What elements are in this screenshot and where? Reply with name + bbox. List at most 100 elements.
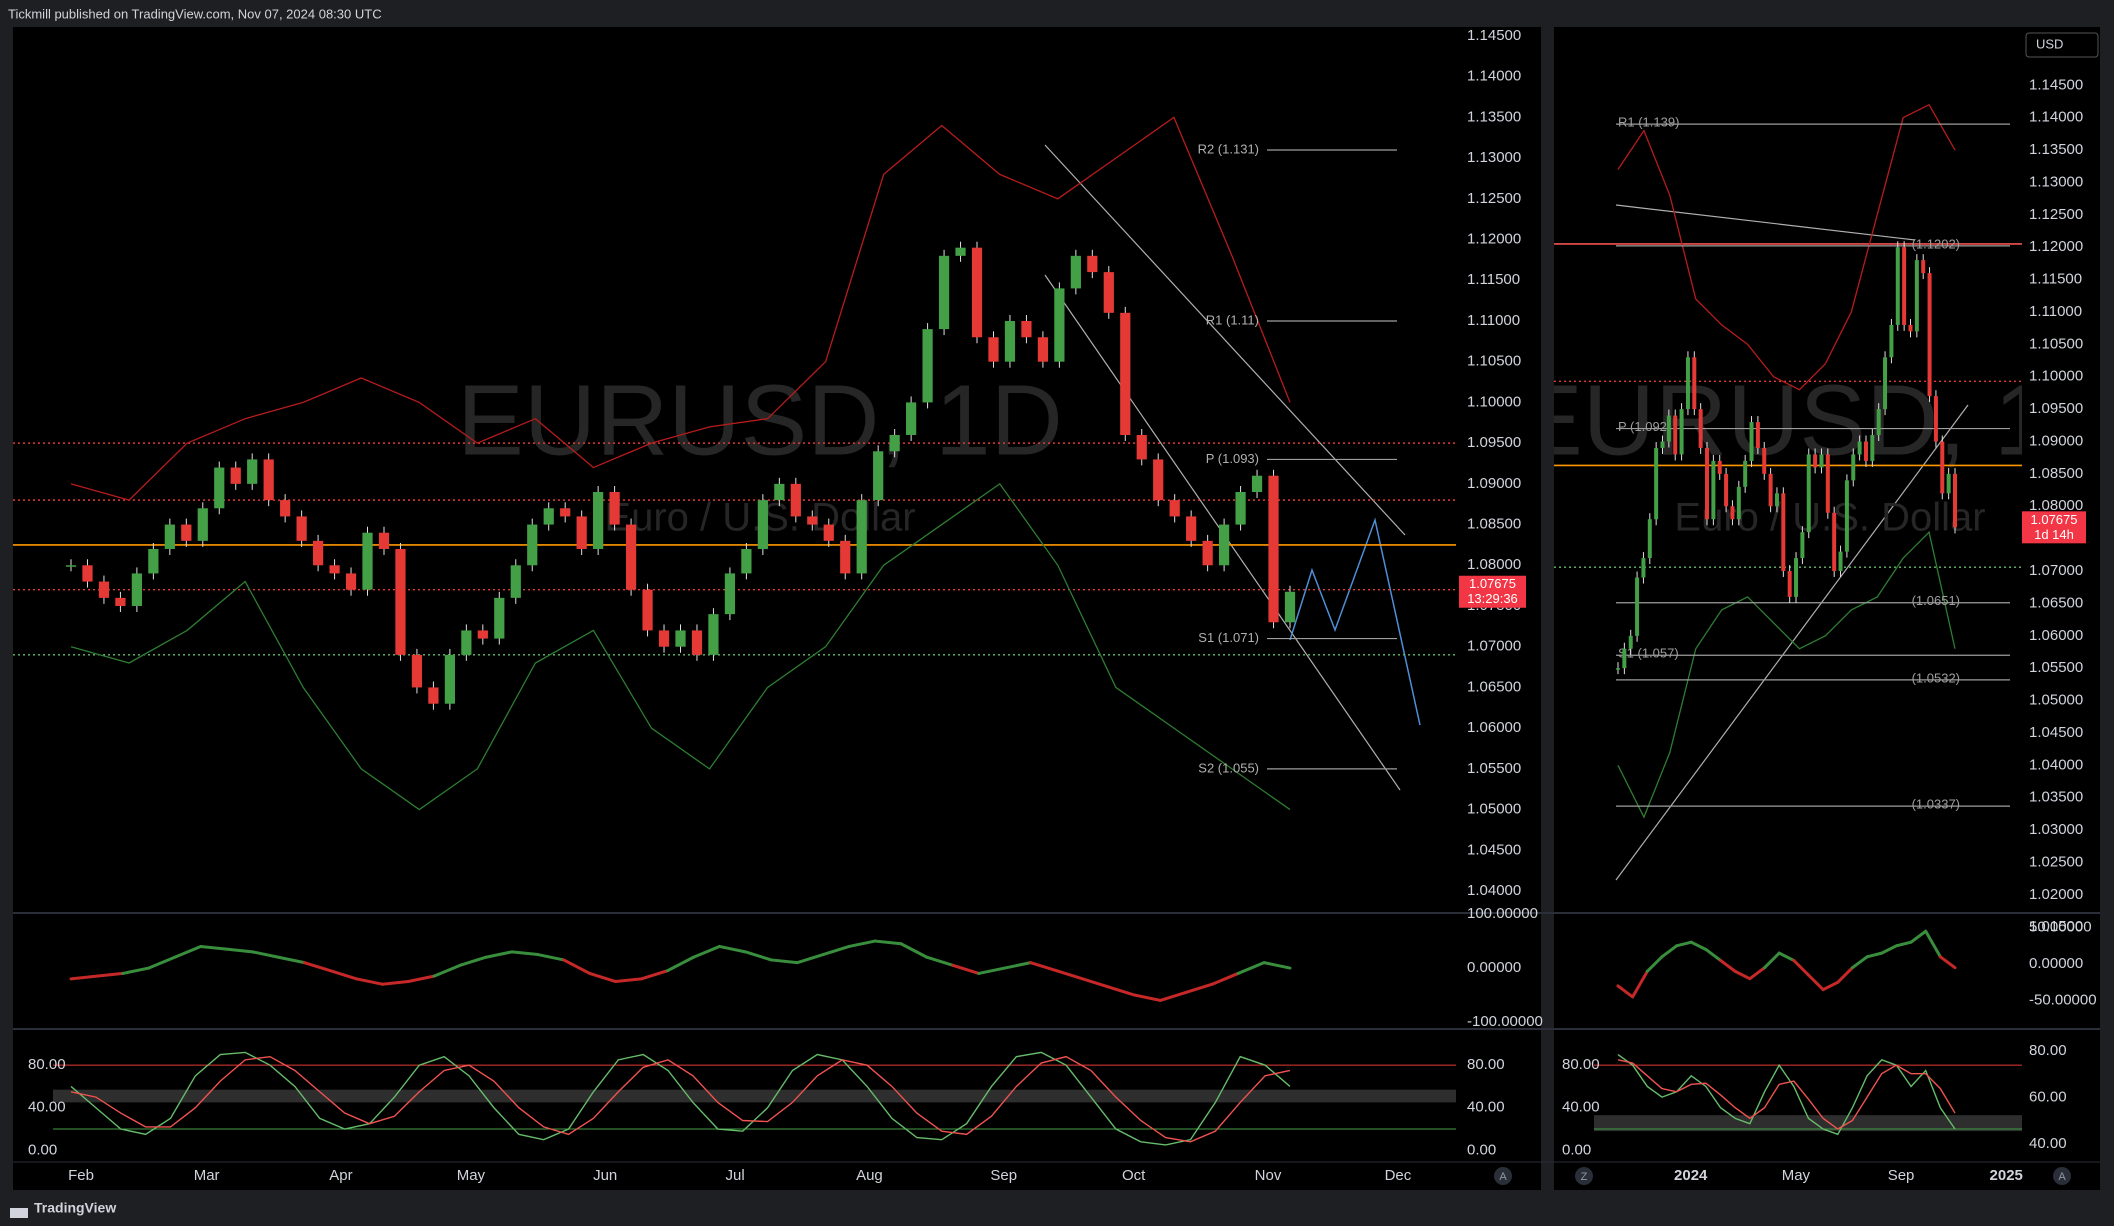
y-tick-label: 1.13500 [2029, 141, 2083, 158]
x-tick-label: Apr [329, 1167, 352, 1184]
stoch-d [1617, 1059, 1956, 1130]
stoch-k [70, 1051, 1291, 1146]
scale-button-label[interactable]: A [1499, 1171, 1507, 1183]
y-tick-label: 1.06000 [2029, 627, 2083, 644]
x-tick-label: May [1782, 1167, 1811, 1184]
candle-body [1021, 320, 1032, 338]
candle-body [1940, 441, 1945, 494]
x-tick-label: 2024 [1674, 1167, 1708, 1184]
price-tag-note: 1d 14h [2034, 527, 2074, 542]
candle-body [1870, 435, 1875, 461]
candle-body [1781, 493, 1786, 572]
osc-segment [899, 942, 929, 959]
scale-button-label[interactable]: Z [1581, 1171, 1588, 1183]
candle-body [1284, 591, 1296, 623]
candle-body [411, 654, 423, 688]
candle-body [1762, 447, 1767, 474]
candle-body [1679, 409, 1684, 455]
drawings [1615, 204, 1969, 881]
x-tick-label: Sep [990, 1167, 1017, 1184]
osc-segment [1675, 940, 1693, 948]
candle-body [1673, 415, 1678, 455]
y-tick-label: 1.12500 [2029, 206, 2083, 223]
osc-segment [562, 958, 592, 975]
stoch-k [1617, 1053, 1956, 1136]
x-tick-label: Oct [1122, 1167, 1146, 1184]
osc-segment [691, 944, 721, 959]
osc-segment [1236, 961, 1266, 975]
osc-segment [1792, 958, 1810, 977]
candle-body [197, 508, 208, 541]
watermark-title: EURUSD, 1D [457, 364, 1063, 476]
y-tick-label: 1.09000 [1467, 475, 1521, 492]
osc-segment [1806, 973, 1825, 992]
candle-body [1268, 475, 1279, 623]
scale-button[interactable] [2053, 1167, 2071, 1185]
stoch-tick-label: 40.00 [1467, 1099, 1505, 1116]
osc-segment [588, 971, 618, 984]
candle-body [609, 491, 620, 525]
pivot-label: (1.0337) [1912, 797, 1960, 812]
osc-segment [1132, 993, 1162, 1002]
x-tick-label: Feb [68, 1167, 94, 1184]
scale-button[interactable] [1575, 1167, 1593, 1185]
pivot-label: S1 (1.057) [1618, 646, 1679, 661]
candle-body [1851, 454, 1856, 481]
candle-body [1120, 312, 1131, 435]
osc-tick-label: 0.00000 [2029, 955, 2083, 972]
candle-body [1070, 255, 1081, 289]
pivot-label: R1 (1.11) [1206, 312, 1259, 327]
band-upper [1617, 103, 1956, 391]
osc-segment [147, 955, 177, 970]
candle-body [1641, 558, 1646, 578]
trend-line [1615, 404, 1969, 881]
candle-body [1883, 357, 1888, 410]
candle-body [1724, 473, 1729, 507]
currency-label: USD [2036, 36, 2063, 51]
trend-line [1615, 204, 1916, 241]
y-tick-label: 1.05000 [1467, 801, 1521, 818]
candle-body [1622, 648, 1627, 669]
pivot-label: S2 (1.055) [1198, 760, 1259, 775]
brand-logo [10, 1208, 28, 1218]
y-tick-label: 1.05500 [2029, 659, 2083, 676]
y-tick-label: 1.06500 [1467, 678, 1521, 695]
candle-body [1153, 459, 1164, 501]
x-tick-label: Dec [1385, 1167, 1412, 1184]
projection [1289, 517, 1421, 726]
osc-segment [1184, 982, 1214, 994]
y-tick-label: 1.09500 [1467, 434, 1521, 451]
x-tick-label: Jul [726, 1167, 745, 1184]
y-tick-label: 1.04000 [1467, 882, 1521, 899]
stoch-tick-label: 60.00 [2029, 1089, 2067, 1106]
candle-body [1857, 441, 1862, 455]
osc-segment [1645, 955, 1664, 973]
osc-segment [769, 958, 799, 965]
scale-button-label[interactable]: A [2058, 1171, 2066, 1183]
osc-segment [1850, 955, 1869, 970]
candle-body [922, 329, 933, 403]
osc-segment [1262, 961, 1292, 970]
stoch-tick-label-left: 80.00 [1562, 1056, 1600, 1073]
candle-body [1825, 454, 1830, 513]
scale-button[interactable] [1494, 1167, 1512, 1185]
stoch-band [53, 1089, 1456, 1103]
osc-segment [510, 950, 540, 957]
y-tick-label: 1.05500 [1467, 760, 1521, 777]
osc-segment [484, 950, 514, 959]
pivot-label: (1.0651) [1912, 593, 1960, 608]
y-tick-label: 1.07000 [2029, 562, 2083, 579]
stoch-tick-label: 0.00 [1467, 1141, 1496, 1158]
x-tick-label: Mar [194, 1167, 220, 1184]
y-tick-label: 1.12000 [1467, 231, 1521, 248]
candle-body [823, 524, 834, 541]
candle-body [1717, 460, 1722, 474]
osc-segment [666, 955, 695, 973]
osc-segment [795, 953, 825, 965]
x-tick-label: Aug [856, 1167, 883, 1184]
candle-body [1736, 486, 1741, 520]
candle-body [955, 247, 966, 256]
candle-body [1169, 500, 1180, 517]
candle-body [164, 524, 175, 549]
candle-body [1946, 473, 1951, 494]
